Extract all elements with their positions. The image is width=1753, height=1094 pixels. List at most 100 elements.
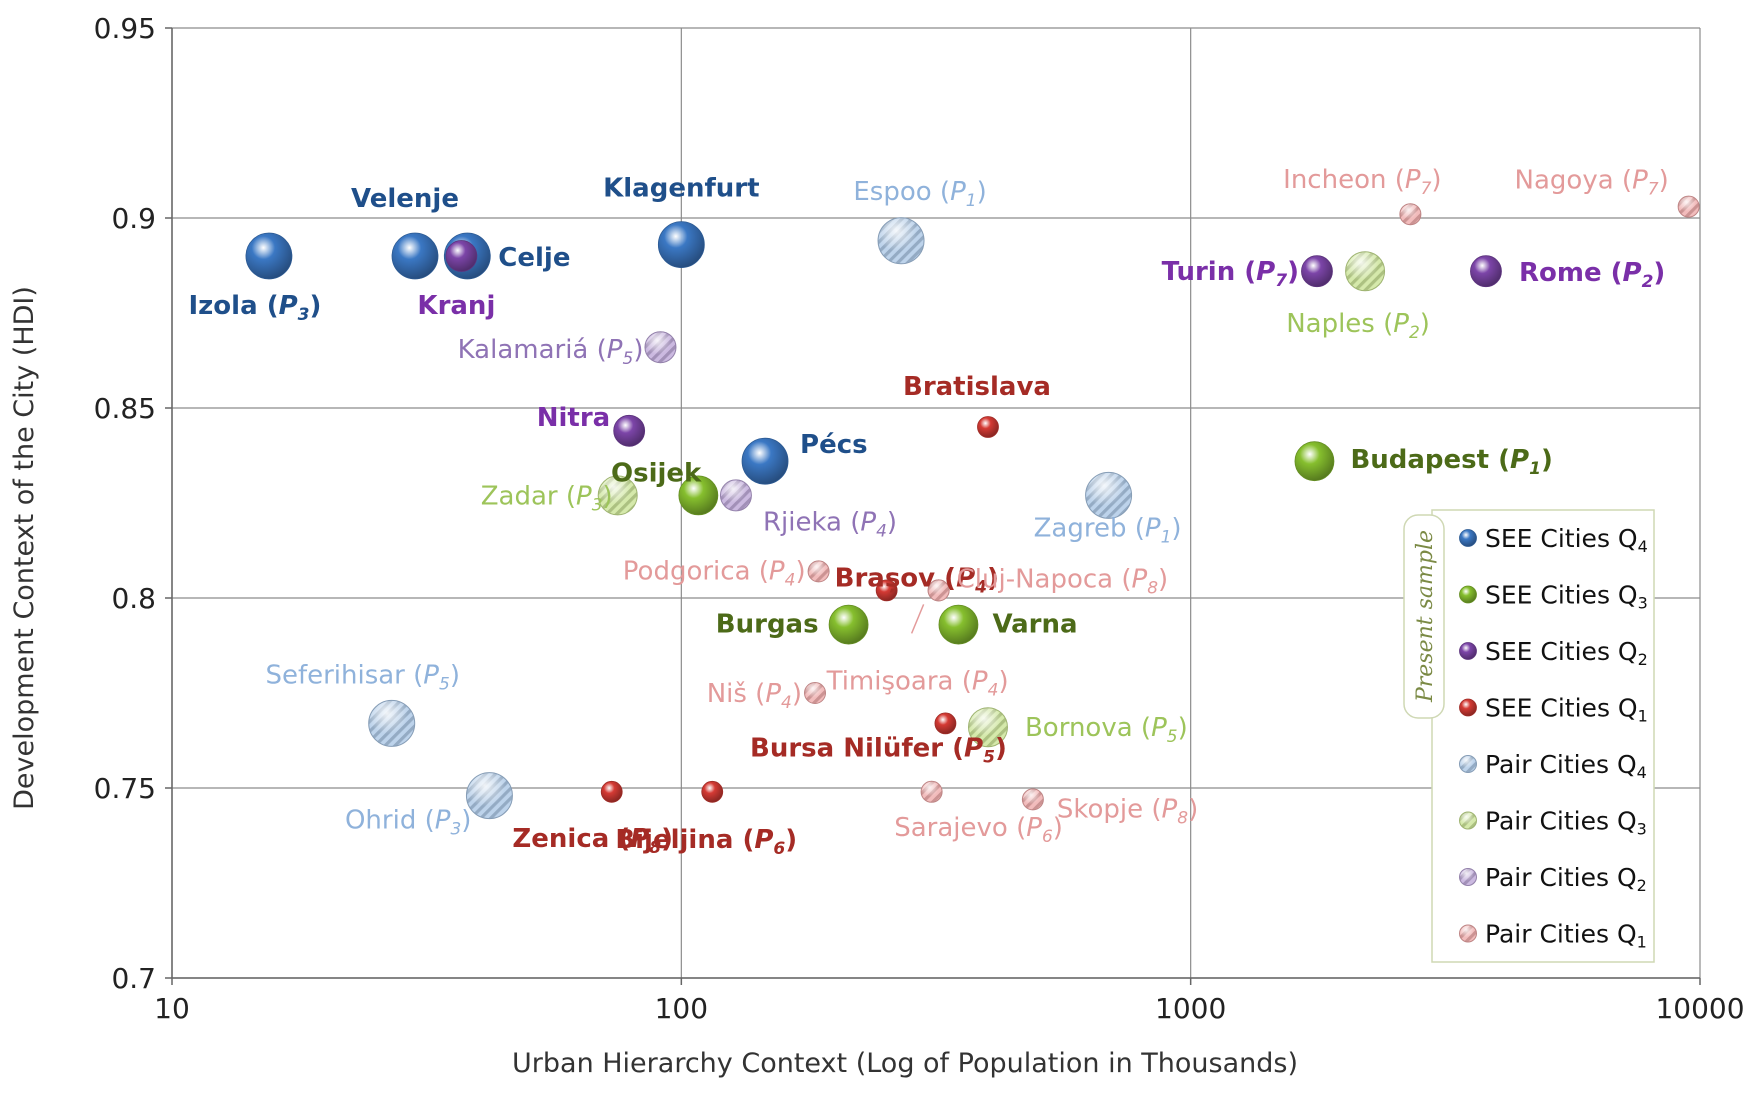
- legend-item-pair-cities-q3: Pair Cities Q3: [1459, 807, 1647, 839]
- point-label-budapest: Budapest (P1): [1350, 445, 1552, 479]
- marker-sarajevo: [920, 780, 943, 803]
- point-label-pecs: Pécs: [800, 430, 868, 460]
- point-labels: Izola (P3) Velenje Celje Klagenfurt Pécs Kran…: [189, 165, 1669, 859]
- point-label-seferihisar: Seferihisar (P5): [265, 660, 460, 694]
- marker-skopje: [1021, 788, 1044, 811]
- marker-zenica: [600, 780, 623, 803]
- marker-nitra: [613, 414, 646, 447]
- y-tick-label: 0.8: [111, 582, 156, 615]
- marker-rjieka: [719, 479, 752, 512]
- point-label-skopje: Skopje (P8): [1057, 794, 1198, 828]
- legend-item-see-cities-q1: SEE Cities Q1: [1459, 694, 1648, 726]
- legend-items: SEE Cities Q4 SEE Cities Q3 SEE Cities Q2 S…: [1459, 524, 1648, 952]
- legend-item-see-cities-q4: SEE Cities Q4: [1459, 524, 1648, 556]
- legend-marker-pair-cities-q2: [1459, 868, 1477, 886]
- marker-incheon: [1399, 203, 1422, 226]
- point-label-varna: Varna: [992, 610, 1077, 640]
- point-label-zadar: Zadar (P3): [481, 481, 613, 515]
- marker-bratislava: [977, 416, 999, 438]
- point-label-zagreb: Zagreb (P1): [1034, 513, 1182, 547]
- legend-title: Present sample: [1413, 530, 1438, 703]
- marker-kalamaria: [644, 331, 677, 364]
- point-label-ohrid: Ohrid (P3): [345, 806, 471, 840]
- marker-naples: [1345, 251, 1386, 292]
- label-leader-line: [910, 604, 925, 634]
- marker-osijek: [678, 475, 719, 516]
- point-label-cluj-napoca: Cluj-Napoca (P8): [957, 564, 1169, 598]
- marker-rome: [1470, 255, 1502, 288]
- y-tick-label: 0.9: [111, 202, 156, 235]
- point-label-espoo: Espoo (P1): [853, 177, 986, 211]
- marker-velenje: [391, 232, 439, 280]
- y-tick-label: 0.75: [94, 772, 156, 805]
- marker-bijeljina: [701, 780, 724, 803]
- point-label-timisoara: Timişoara (P4): [826, 666, 1009, 700]
- legend-marker-pair-cities-q1: [1459, 924, 1477, 943]
- axes: [165, 27, 1701, 985]
- point-label-nitra: Nitra: [537, 403, 610, 433]
- legend-label: SEE Cities Q4: [1485, 524, 1648, 556]
- point-label-celje: Celje: [498, 243, 570, 273]
- legend-marker-see-cities-q4: [1459, 529, 1477, 547]
- legend-item-pair-cities-q2: Pair Cities Q2: [1459, 863, 1647, 895]
- marker-burgas: [828, 604, 869, 645]
- legend-item-pair-cities-q4: Pair Cities Q4: [1459, 750, 1647, 782]
- point-label-klagenfurt: Klagenfurt: [603, 174, 759, 204]
- marker-bornova: [967, 707, 1008, 748]
- marker-seferihisar: [368, 699, 416, 747]
- marker-nagoya: [1677, 195, 1700, 218]
- marker-varna: [938, 604, 979, 645]
- legend-marker-pair-cities-q4: [1459, 755, 1477, 773]
- point-label-brasov: Brașov (P4): [835, 563, 999, 597]
- legend-label: SEE Cities Q1: [1485, 694, 1648, 726]
- point-label-incheon: Incheon (P7): [1283, 165, 1441, 199]
- legend-item-see-cities-q3: SEE Cities Q3: [1459, 581, 1648, 613]
- point-label-naples: Naples (P2): [1286, 309, 1430, 343]
- legend-title-tab: [1403, 514, 1445, 719]
- y-tick-label: 0.7: [111, 962, 156, 995]
- x-tick-label: 1000: [1155, 992, 1226, 1025]
- point-label-burgas: Burgas: [716, 610, 819, 640]
- legend-item-see-cities-q2: SEE Cities Q2: [1459, 637, 1648, 669]
- marker-brasov: [875, 579, 898, 602]
- marker-izola: [245, 232, 293, 280]
- legend-box: [1431, 509, 1655, 963]
- grid-lines: [171, 27, 1701, 979]
- point-label-sarajevo: Sarajevo (P6): [894, 813, 1063, 847]
- legend-label: SEE Cities Q3: [1485, 581, 1648, 613]
- point-label-bornova: Bornova (P5): [1025, 713, 1188, 747]
- legend-label: Pair Cities Q1: [1485, 920, 1647, 952]
- legend-item-pair-cities-q1: Pair Cities Q1: [1459, 920, 1647, 952]
- marker-pecs: [741, 437, 789, 485]
- point-label-izola: Izola (P3): [189, 291, 322, 325]
- point-label-bratislava: Bratislava: [903, 372, 1051, 402]
- point-label-bursa-nilufer: Bursa Nilüfer (P5): [750, 733, 1007, 767]
- y-axis-label: Development Context of the City (HDI): [9, 286, 40, 810]
- point-label-osijek: Osijek: [611, 458, 702, 488]
- marker-bursa-nilufer: [934, 712, 957, 735]
- legend-label: Pair Cities Q2: [1485, 863, 1647, 895]
- legend-label: SEE Cities Q2: [1485, 637, 1648, 669]
- marker-espoo: [877, 217, 925, 265]
- point-label-nagoya: Nagoya (P7): [1515, 166, 1669, 200]
- marker-turin: [1301, 255, 1333, 288]
- marker-nis: [804, 682, 827, 704]
- marker-ohrid: [465, 772, 513, 820]
- tick-labels: 0.7 0.75 0.8 0.85 0.9 0.95 10 100 1000 10000: [94, 12, 1745, 1025]
- legend-label: Pair Cities Q4: [1485, 750, 1647, 782]
- marker-zadar: [597, 475, 638, 516]
- point-label-podgorica: Podgorica (P4): [623, 556, 806, 590]
- data-points: [245, 195, 1700, 820]
- marker-timisoara: [927, 579, 950, 602]
- legend-marker-pair-cities-q3: [1459, 811, 1477, 830]
- marker-kranj: [445, 240, 478, 272]
- legend-marker-see-cities-q3: [1459, 585, 1477, 604]
- x-tick-label: 100: [655, 992, 708, 1025]
- legend-marker-see-cities-q1: [1459, 698, 1477, 717]
- point-label-kranj: Kranj: [417, 291, 495, 321]
- point-label-rome: Rome (P2): [1519, 258, 1665, 292]
- point-label-rjieka: Rjieka (P4): [763, 507, 897, 541]
- marker-podgorica: [807, 560, 830, 583]
